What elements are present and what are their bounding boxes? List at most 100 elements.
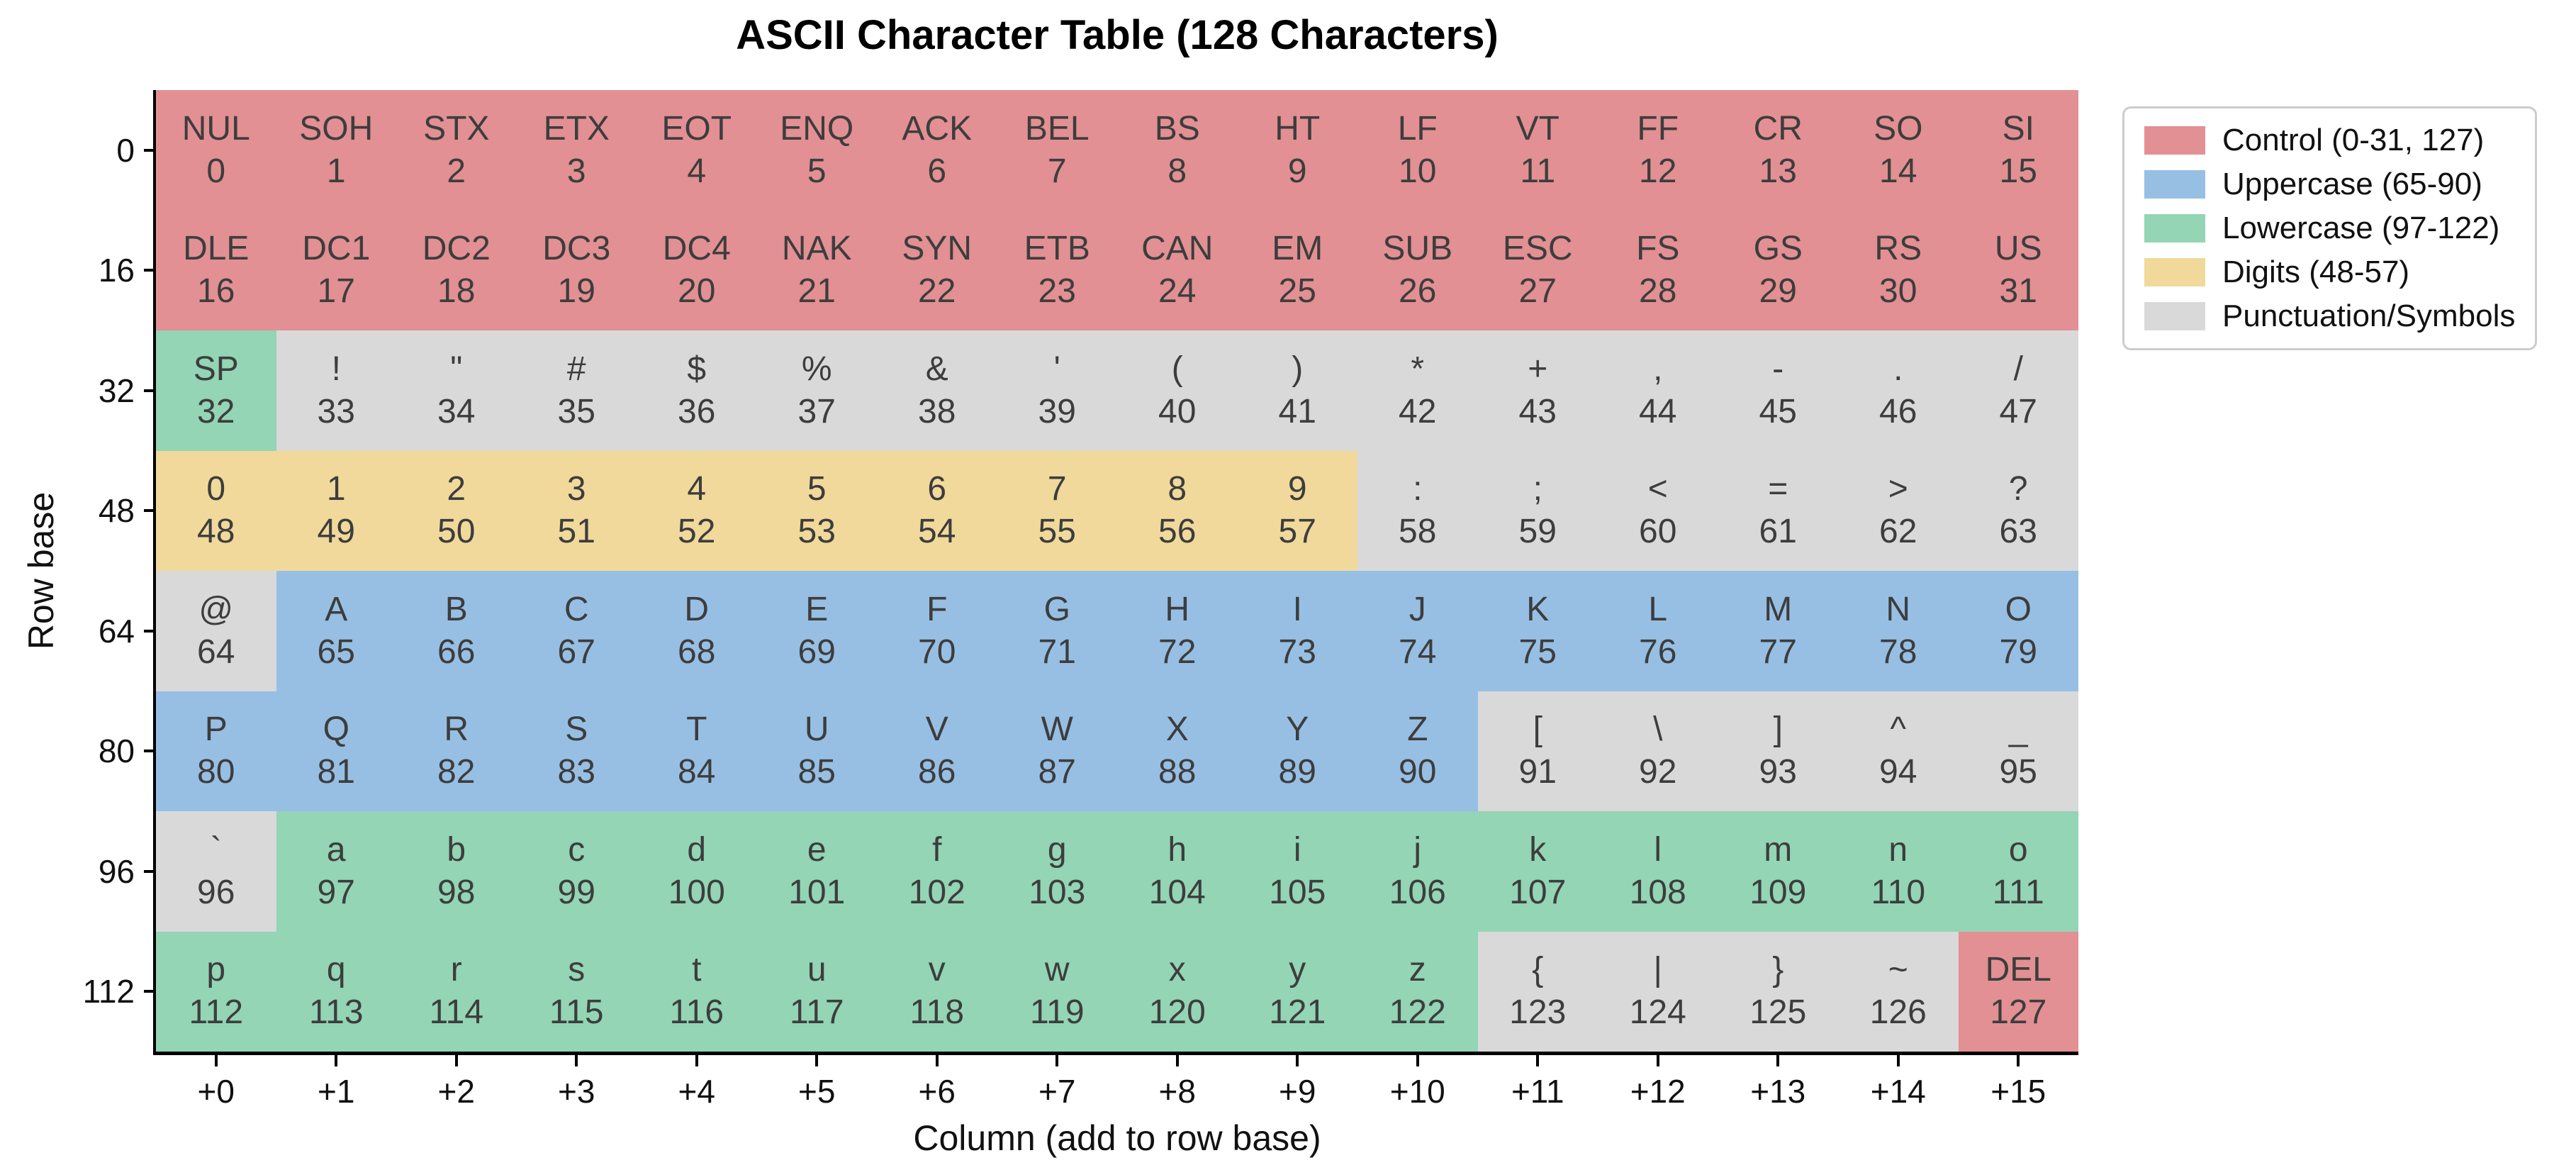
cell-code: 90 <box>1399 753 1437 791</box>
cell-char: F <box>926 590 948 628</box>
y-tick-label: 64 <box>98 612 135 650</box>
ascii-cell-6: ACK 6 <box>877 90 997 211</box>
ascii-cell-45: - 45 <box>1718 330 1838 451</box>
ascii-cell-38: & 38 <box>877 330 997 451</box>
ascii-cell-113: q 113 <box>276 931 396 1052</box>
cell-char: SI <box>2002 109 2034 147</box>
cell-code: 110 <box>1871 873 1926 911</box>
cell-char: VT <box>1516 109 1559 147</box>
ascii-cell-40: (40 <box>1117 330 1238 451</box>
ascii-cell-85: U 85 <box>756 691 877 811</box>
cell-code: 83 <box>557 753 595 791</box>
cell-char: : <box>1413 470 1423 508</box>
cell-code: 12 <box>1639 152 1677 190</box>
cell-code: 78 <box>1879 633 1917 671</box>
ascii-cell-56: 8 56 <box>1117 450 1238 571</box>
cell-code: 124 <box>1629 993 1686 1032</box>
cell-char: SO <box>1874 109 1923 147</box>
y-tick-label: 80 <box>98 732 135 770</box>
cell-code: 55 <box>1038 513 1076 551</box>
x-tick-label: +15 <box>1990 1073 2046 1110</box>
cell-code: 10 <box>1399 152 1437 190</box>
cell-code: 58 <box>1399 513 1437 551</box>
cell-code: 101 <box>788 873 846 911</box>
ascii-cell-32: SP 32 <box>156 330 276 451</box>
cell-code: 42 <box>1399 392 1437 430</box>
cell-code: 119 <box>1029 993 1085 1032</box>
cell-code: 82 <box>437 753 476 791</box>
ascii-cell-10: LF 10 <box>1357 90 1478 211</box>
x-tick-label: +5 <box>798 1073 836 1110</box>
x-tick-label: +4 <box>678 1073 715 1110</box>
cell-char: m <box>1764 830 1793 869</box>
cell-code: 9 <box>1287 152 1307 190</box>
ascii-cell-127: DEL 127 <box>1958 931 2078 1052</box>
ascii-cell-50: 2 50 <box>396 450 517 571</box>
cell-code: 89 <box>1278 753 1316 791</box>
legend-label: Uppercase (65-90) <box>2222 167 2482 201</box>
ascii-cell-125: } 125 <box>1718 931 1838 1052</box>
cell-code: 11 <box>1520 152 1556 190</box>
cell-code: 84 <box>678 753 716 791</box>
cell-code: 77 <box>1759 633 1797 671</box>
cell-code: 31 <box>1999 272 2037 311</box>
cell-code: 112 <box>189 993 244 1032</box>
ascii-cell-108: l 108 <box>1598 811 1718 932</box>
cell-char: EOT <box>661 109 732 147</box>
cell-char: T <box>686 711 707 749</box>
ascii-cell-122: z 122 <box>1357 931 1478 1052</box>
cell-char: w <box>1044 951 1070 989</box>
x-tick-mark <box>454 1055 458 1066</box>
ascii-cell-18: DC2 18 <box>396 210 517 330</box>
cell-char: . <box>1893 350 1903 388</box>
cell-code: 100 <box>668 873 725 911</box>
cell-code: 40 <box>1158 392 1197 430</box>
legend-item: Lowercase (97-122) <box>2144 211 2515 246</box>
ascii-cell-24: CAN 24 <box>1117 210 1238 330</box>
cell-code: 97 <box>317 873 355 911</box>
ascii-cell-78: N 78 <box>1838 571 1959 691</box>
ascii-cell-94: ^ 94 <box>1838 691 1959 811</box>
ascii-cell-82: R 82 <box>396 691 517 811</box>
cell-char: O <box>2005 590 2032 628</box>
cell-code: 54 <box>918 513 956 551</box>
legend: Control (0-31, 127) Uppercase (65-90) Lowe… <box>2122 106 2538 350</box>
x-tick-label: +2 <box>437 1073 475 1110</box>
ascii-cell-104: h 104 <box>1117 811 1238 932</box>
y-tick-mark <box>144 990 156 993</box>
cell-char: FS <box>1636 230 1680 268</box>
ascii-cell-41: ) 41 <box>1237 330 1357 451</box>
ascii-cell-13: CR 13 <box>1718 90 1838 211</box>
x-tick-mark <box>1776 1055 1780 1066</box>
cell-code: 35 <box>557 392 595 430</box>
cell-char: o <box>2008 830 2028 869</box>
cell-char: y <box>1289 951 1306 989</box>
cell-code: 21 <box>797 272 836 311</box>
cell-code: 6 <box>927 152 947 190</box>
ascii-cell-7: BEL 7 <box>997 90 1117 211</box>
ascii-cell-11: VT 11 <box>1477 90 1598 211</box>
cell-char: 7 <box>1047 470 1067 508</box>
x-tick-label: +8 <box>1158 1073 1196 1110</box>
x-tick-label: +14 <box>1870 1073 1926 1110</box>
ascii-cell-12: FF 12 <box>1598 90 1718 211</box>
cell-char: N <box>1886 590 1911 628</box>
y-tick-label: 0 <box>116 131 135 169</box>
cell-char: \ <box>1653 711 1663 749</box>
ascii-cell-42: * 42 <box>1357 330 1478 451</box>
cell-code: 53 <box>797 513 836 551</box>
cell-char: d <box>687 830 707 869</box>
cell-char: u <box>807 951 827 989</box>
cell-code: 99 <box>557 873 595 911</box>
ascii-cell-116: t 116 <box>637 931 757 1052</box>
x-tick-mark <box>695 1055 698 1066</box>
cell-char: H <box>1165 590 1190 628</box>
cell-char: ENQ <box>780 109 854 147</box>
ascii-cell-93: ] 93 <box>1718 691 1838 811</box>
ascii-cell-110: n 110 <box>1838 811 1959 932</box>
ascii-cell-105: i 105 <box>1237 811 1357 932</box>
cell-code: 7 <box>1047 152 1067 190</box>
ascii-cell-81: Q 81 <box>276 691 396 811</box>
cell-code: 43 <box>1518 392 1557 430</box>
ascii-cell-52: 4 52 <box>637 450 757 571</box>
